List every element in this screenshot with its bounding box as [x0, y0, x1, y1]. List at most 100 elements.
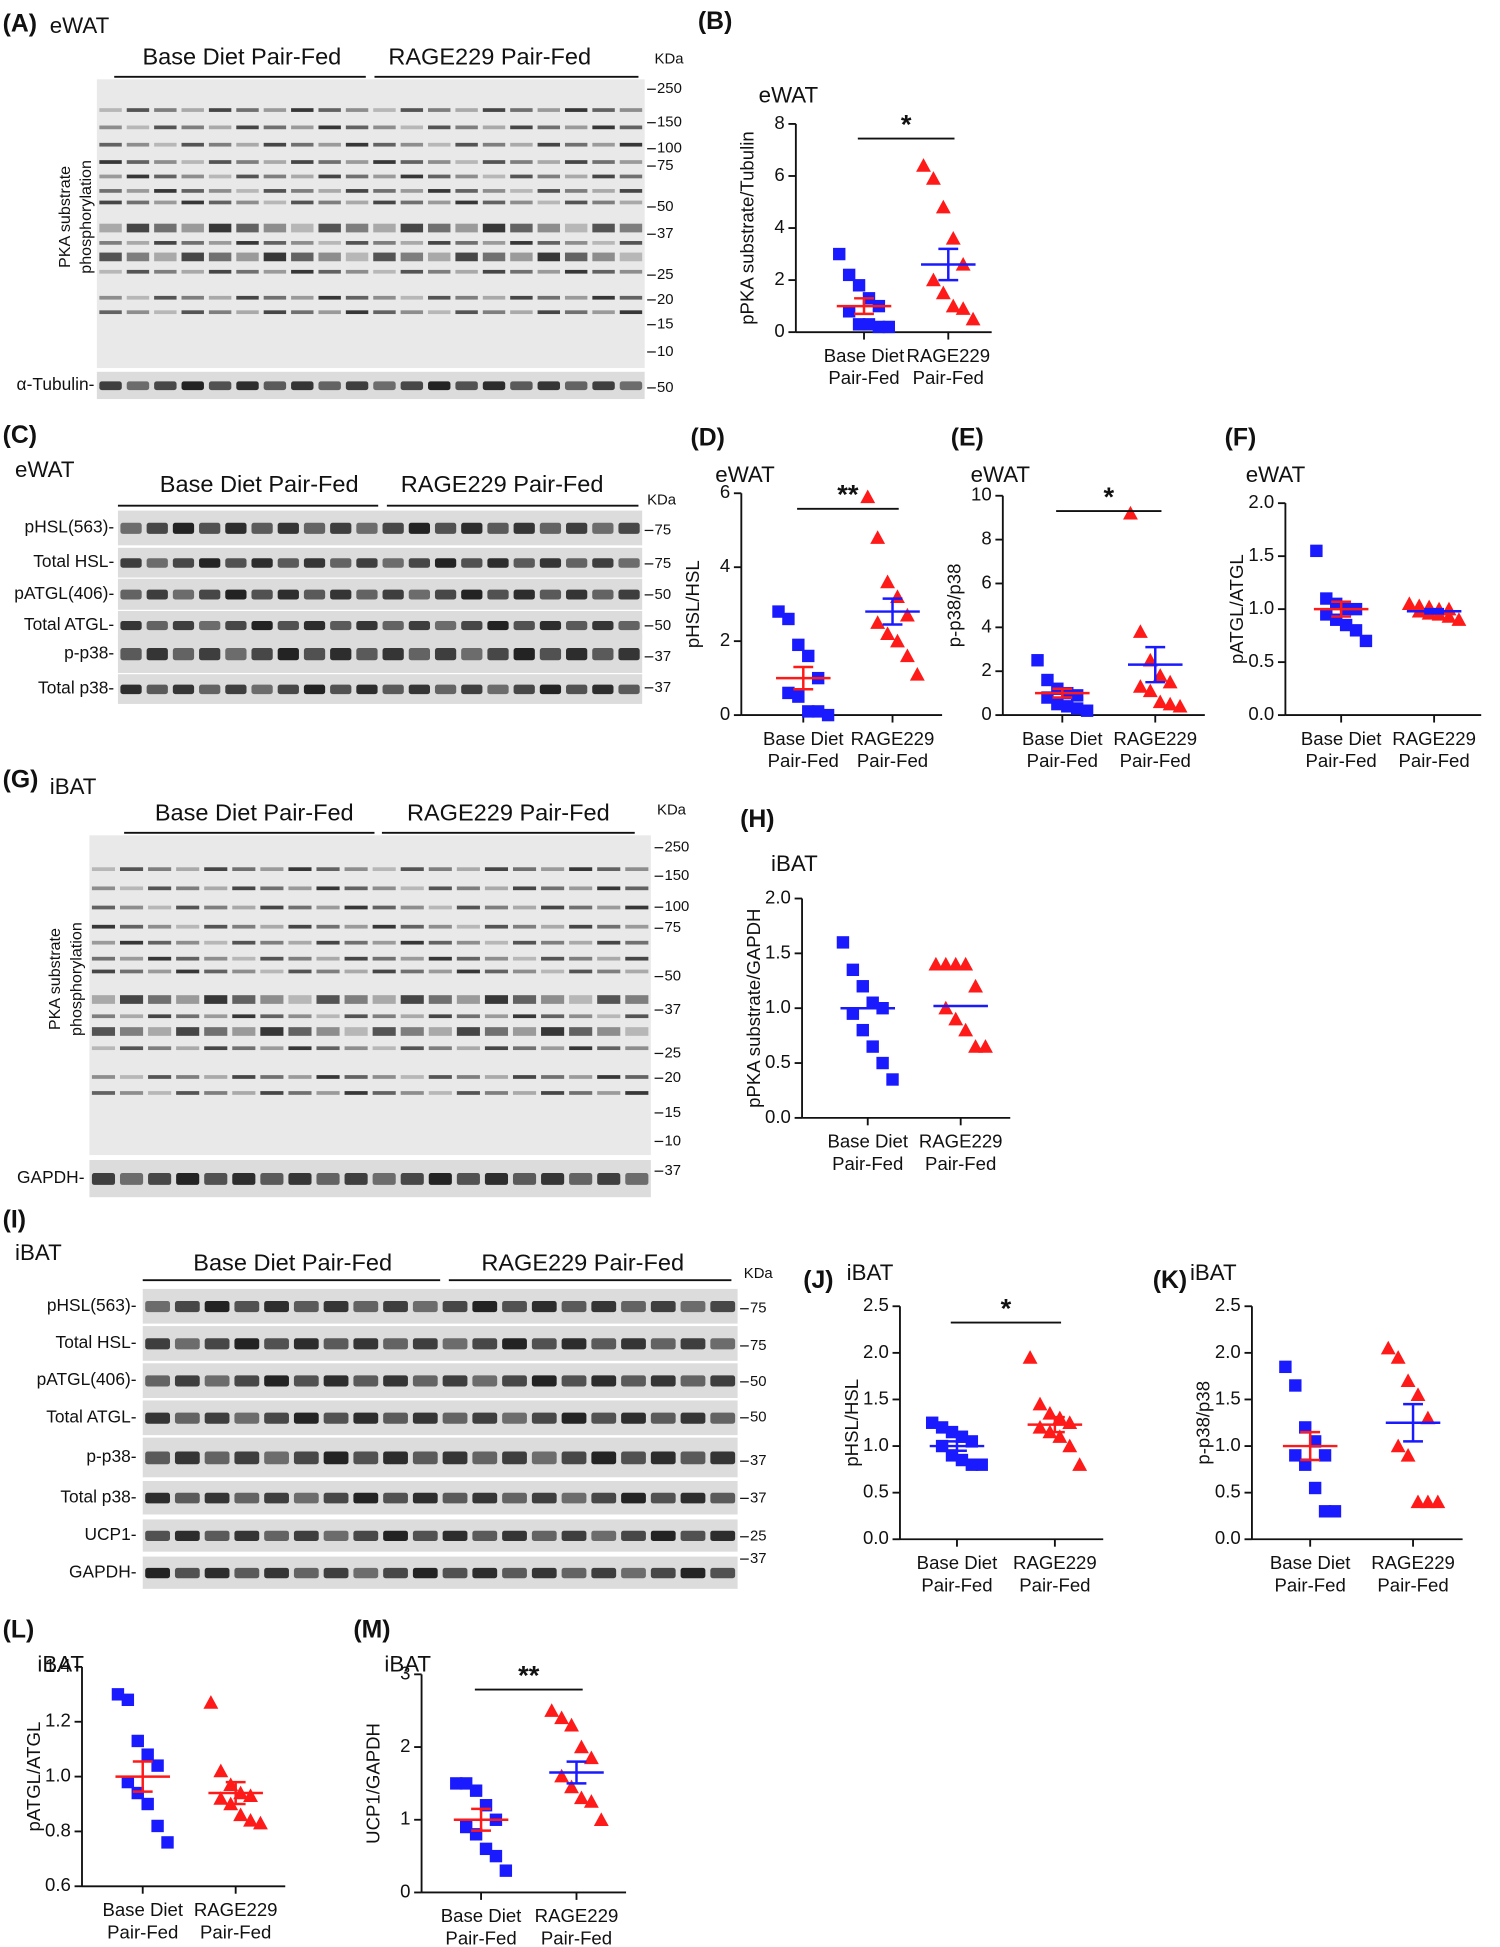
band: [251, 589, 273, 600]
band: [316, 1027, 340, 1036]
band: [650, 1412, 676, 1424]
band: [263, 295, 287, 300]
band: [126, 269, 150, 274]
panel-label: (K): [1153, 1267, 1187, 1294]
band: [373, 241, 396, 245]
band: [208, 160, 232, 164]
band: [234, 1301, 260, 1313]
y-tick-label: 8: [774, 112, 784, 133]
x-tick-label: RAGE229: [919, 1131, 1003, 1152]
band: [428, 295, 451, 300]
data-point: [958, 1022, 974, 1037]
band: [442, 1451, 468, 1465]
significance-label: *: [1103, 481, 1114, 512]
band: [291, 381, 314, 391]
band: [174, 1451, 200, 1465]
chart-subtitle: eWAT: [971, 462, 1031, 487]
x-tick-label: Base Diet: [827, 1131, 908, 1152]
band: [353, 1338, 379, 1350]
band: [400, 1173, 424, 1185]
data-point: [1070, 689, 1084, 702]
band: [619, 269, 643, 274]
size-marker: 150: [664, 868, 689, 884]
band: [119, 905, 144, 910]
band: [372, 969, 396, 974]
band: [264, 1301, 289, 1313]
band: [455, 241, 478, 245]
band: [225, 684, 247, 695]
band: [99, 189, 122, 193]
band: [91, 905, 116, 910]
band: [482, 200, 506, 205]
band: [412, 1530, 438, 1542]
band: [455, 160, 478, 164]
band: [232, 1173, 256, 1185]
band: [484, 886, 509, 891]
band: [512, 956, 537, 961]
band: [428, 1014, 452, 1019]
data-point: [469, 1784, 483, 1797]
band: [263, 142, 287, 147]
data-point: [1123, 505, 1138, 520]
band: [513, 620, 535, 631]
band: [251, 647, 273, 661]
data-point: [1318, 1449, 1332, 1462]
band: [456, 1046, 480, 1051]
band: [400, 269, 424, 274]
band: [442, 1301, 468, 1313]
band: [145, 1451, 170, 1465]
y-tick-label: 2.5: [1215, 1294, 1241, 1315]
band: [710, 1492, 736, 1504]
band: [204, 905, 228, 910]
band: [316, 940, 340, 945]
band: [344, 956, 368, 961]
band: [330, 589, 352, 600]
band: [383, 1338, 408, 1350]
band: [318, 269, 341, 274]
band: [119, 867, 144, 872]
blot-image: [142, 1556, 738, 1589]
data-point: [782, 686, 795, 700]
band: [428, 310, 451, 315]
band: [650, 1567, 676, 1579]
band: [126, 223, 150, 233]
band: [412, 1375, 438, 1387]
band: [561, 1530, 587, 1542]
band: [126, 310, 150, 315]
band: [353, 1530, 379, 1542]
band: [625, 886, 649, 891]
data-point: [880, 574, 896, 589]
band: [482, 295, 506, 300]
size-marker: 25: [750, 1529, 767, 1545]
data-point: [811, 705, 825, 718]
band: [120, 620, 142, 631]
data-point: [1400, 1447, 1416, 1462]
data-point: [1380, 1340, 1396, 1355]
unit-label: KDa: [744, 1266, 774, 1282]
band: [126, 252, 150, 262]
band: [510, 142, 533, 147]
band: [597, 940, 621, 945]
band: [510, 295, 533, 300]
band: [484, 1075, 509, 1079]
band: [99, 295, 122, 300]
band: [412, 1338, 438, 1350]
error-bar: [1424, 607, 1445, 615]
data-point: [121, 1775, 135, 1789]
unit-label: KDa: [657, 802, 687, 818]
band: [592, 241, 615, 245]
band: [260, 924, 284, 929]
band: [541, 995, 565, 1004]
significance-label: *: [901, 108, 912, 139]
band: [400, 924, 424, 929]
band: [592, 142, 615, 147]
group-label: RAGE229 Pair-Fed: [388, 43, 591, 69]
band: [174, 1412, 200, 1424]
band: [318, 381, 341, 391]
y-tick-label: 1: [400, 1808, 410, 1829]
band: [344, 905, 368, 910]
band: [204, 940, 228, 945]
band: [592, 269, 615, 274]
band: [621, 1492, 646, 1504]
data-point: [842, 268, 856, 282]
